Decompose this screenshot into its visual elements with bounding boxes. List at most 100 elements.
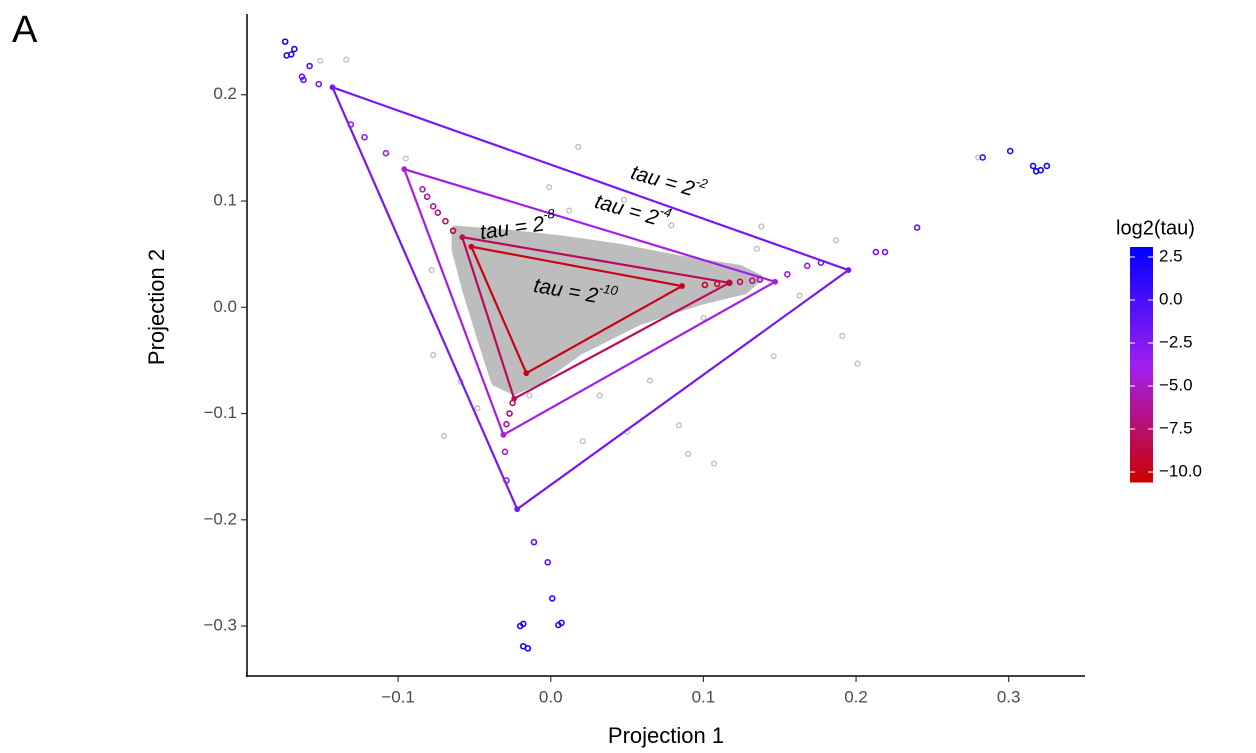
colorbar-step [1130, 282, 1153, 289]
tau-point [784, 271, 791, 278]
y-tick-label: −0.3 [203, 616, 237, 635]
colorbar-step [1130, 417, 1153, 424]
tau-point [506, 410, 513, 417]
gray-point [428, 267, 435, 274]
colorbar-step [1130, 323, 1153, 330]
tau-point [548, 595, 556, 602]
tau-point [1037, 166, 1045, 174]
panel-label: A [12, 9, 38, 51]
triangle [403, 168, 777, 436]
gray-point [753, 245, 760, 252]
triangle-vertex [845, 267, 852, 273]
tau-point [881, 248, 889, 256]
tau-point [701, 281, 709, 289]
tau-point [298, 73, 306, 80]
colorbar-step [1130, 329, 1153, 336]
gray-point [675, 422, 683, 429]
colorbar-step [1130, 435, 1153, 442]
colorbar-step [1130, 388, 1153, 395]
tau-point [1006, 147, 1014, 155]
triangle-label-exponent: -8 [542, 206, 556, 223]
gray-point [317, 57, 324, 64]
triangle-vertex [500, 431, 507, 438]
tau-point [524, 645, 532, 652]
colorbar-step [1130, 464, 1153, 471]
gray-point [839, 332, 846, 340]
y-tick-label: 0.2 [213, 84, 237, 103]
triangle [461, 236, 731, 400]
tau-point [558, 619, 565, 627]
colorbar-step [1130, 423, 1153, 430]
gray-point [596, 392, 603, 399]
x-tick-label: 0.2 [844, 687, 868, 706]
gray-point [343, 56, 350, 63]
gray-point [430, 352, 437, 359]
gray-point [770, 353, 777, 360]
colorbar-step [1130, 358, 1153, 365]
gray-point [833, 237, 840, 244]
tau-point [347, 121, 355, 128]
tau-point [429, 203, 437, 210]
triangle-label-base: tau = 2 [628, 161, 697, 201]
x-axis-title: Projection 1 [608, 723, 724, 748]
colorbar-step [1130, 382, 1153, 389]
colorbar-step [1130, 341, 1153, 348]
y-tick-label: 0.1 [213, 191, 237, 210]
triangle-label-exponent: -4 [658, 203, 673, 221]
colorbar-step [1130, 364, 1153, 371]
y-tick-label: −0.2 [203, 509, 237, 528]
colorbar-step [1130, 270, 1153, 277]
colorbar-step [1130, 446, 1153, 454]
tau-point [530, 538, 538, 546]
colorbar-step [1130, 476, 1153, 483]
triangle-vertex [468, 243, 475, 250]
colorbar-tick-label: 0.0 [1159, 289, 1183, 308]
gray-point [546, 184, 553, 191]
gray-point [668, 222, 675, 229]
colorbar-step [1130, 258, 1153, 266]
colorbar-step [1130, 452, 1153, 459]
tau-point [503, 477, 510, 484]
tau-point [726, 279, 733, 287]
colorbar-step [1130, 411, 1153, 418]
triangle-vertex [459, 234, 466, 241]
colorbar-tick-label: −7.5 [1159, 418, 1193, 437]
triangle-label-exponent: -2 [694, 174, 710, 192]
colorbar-step [1130, 305, 1153, 313]
x-tick-label: −0.1 [381, 687, 415, 706]
tau-point [1029, 162, 1037, 170]
tau-point [361, 133, 368, 141]
tau-point [306, 62, 313, 70]
colorbar-tick-label: −2.5 [1159, 332, 1193, 351]
gray-point [474, 405, 481, 412]
tau-point [281, 38, 289, 45]
colorbar-step [1130, 346, 1153, 354]
x-tick-label: 0.1 [692, 687, 716, 706]
tau-point [291, 45, 298, 53]
colorbar-step [1130, 429, 1153, 436]
colorbar-tick-label: −5.0 [1159, 375, 1193, 394]
tau-point [544, 559, 552, 566]
tau-point [519, 620, 527, 628]
tau-point [449, 227, 457, 235]
colorbar-step [1130, 288, 1153, 295]
gray-point [796, 292, 803, 299]
colorbar-step [1130, 276, 1153, 283]
tau-point [748, 277, 756, 285]
gray-point [402, 155, 409, 162]
colorbar-step [1130, 247, 1153, 254]
colorbar-step [1130, 440, 1153, 448]
tau-point [713, 280, 721, 288]
tau-point [1043, 162, 1051, 170]
tau-point [434, 209, 442, 217]
triangle-label-exponent: -10 [598, 281, 620, 299]
point-cloud [451, 225, 763, 396]
gray-point [711, 460, 718, 467]
tau-point [979, 154, 987, 161]
y-tick-label: −0.1 [203, 403, 237, 422]
triangle-vertex [514, 506, 521, 513]
colorbar-step [1130, 299, 1153, 307]
gray-point [620, 196, 628, 204]
colorbar-step [1130, 405, 1153, 412]
